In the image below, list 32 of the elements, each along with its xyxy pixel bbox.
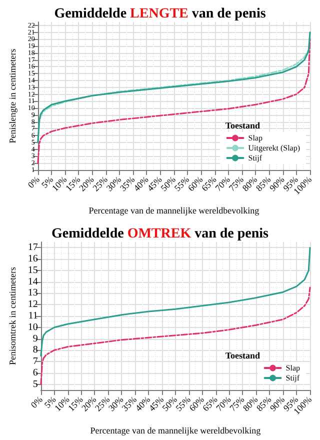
y-tick-label: 11	[28, 310, 38, 322]
x-axis-title: Percentage van de mannelijke wereldbevolking	[88, 206, 260, 216]
chart-title: Gemiddelde LENGTE van de penis	[54, 6, 266, 22]
legend-title: Toestand	[225, 350, 260, 360]
line-series	[37, 38, 311, 164]
y-axis-title: Penislengte in centimeters	[8, 48, 18, 144]
line-series	[40, 286, 311, 386]
y-tick-label: 7	[32, 356, 38, 368]
y-axis-title: Penisomtrek in centimeters	[8, 266, 18, 365]
legend-label: Stijf	[286, 374, 300, 382]
legend-label: Stijf	[248, 154, 262, 162]
y-tick-label: 13	[28, 288, 38, 299]
y-tick-label: 14	[28, 276, 38, 288]
y-tick-label: 5	[32, 378, 38, 390]
y-tick-label: 12	[28, 299, 38, 310]
legend-label: Slap	[286, 364, 300, 372]
x-axis-title: Percentage van de mannelijke wereldbevolking	[90, 426, 262, 436]
y-tick-label: 6	[32, 367, 38, 378]
y-tick-label: 9	[32, 333, 38, 344]
legend-label: Slap	[248, 134, 262, 142]
x-tick-label: 0%	[26, 174, 42, 190]
legend-title: Toestand	[225, 120, 260, 130]
y-tick-label: 17	[28, 242, 38, 254]
y-tick-label: 8	[32, 344, 38, 356]
y-tick-label: 10	[28, 322, 38, 333]
y-tick-label: 16	[28, 254, 38, 265]
chart-title: Gemiddelde OMTREK van de penis	[51, 226, 270, 242]
legend-label: Uitgerekt (Slap)	[248, 144, 300, 152]
x-tick-label: 0%	[28, 394, 45, 410]
line-series	[37, 32, 311, 144]
y-tick-label: 15	[28, 264, 38, 276]
line-series	[40, 246, 311, 357]
